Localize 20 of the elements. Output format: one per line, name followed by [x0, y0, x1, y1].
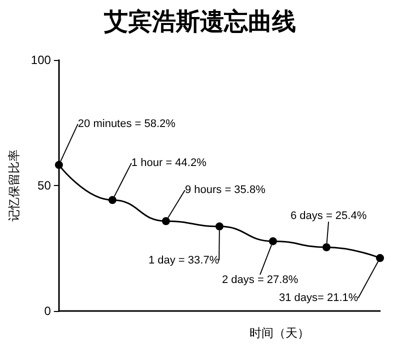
y-tick-label: 0 [44, 304, 52, 318]
point [268, 237, 277, 246]
data-label: 2 days = 27.8% [222, 274, 298, 286]
y-tick-label: 100 [30, 53, 52, 67]
point [215, 222, 224, 230]
data-label: 1 hour = 44.2% [131, 157, 207, 170]
data-label: 9 hours = 35.8% [184, 184, 266, 196]
data-label: 31 days= 21.1% [279, 292, 358, 304]
y-tick-label: 50 [38, 178, 52, 192]
y-axis-title: 记忆保留比率 [7, 150, 21, 222]
data-label: 6 days = 25.4% [290, 210, 367, 222]
point [108, 196, 116, 204]
point [322, 243, 330, 252]
data-label: 20 minutes = 58.2% [78, 118, 176, 130]
point [376, 254, 384, 262]
point [54, 160, 63, 169]
chart-title: 艾宾浩斯遗忘曲线 [103, 6, 296, 36]
data-label: 1 day = 33.7% [148, 254, 220, 266]
x-axis-title: 时间（天） [249, 326, 310, 340]
point [162, 217, 170, 226]
